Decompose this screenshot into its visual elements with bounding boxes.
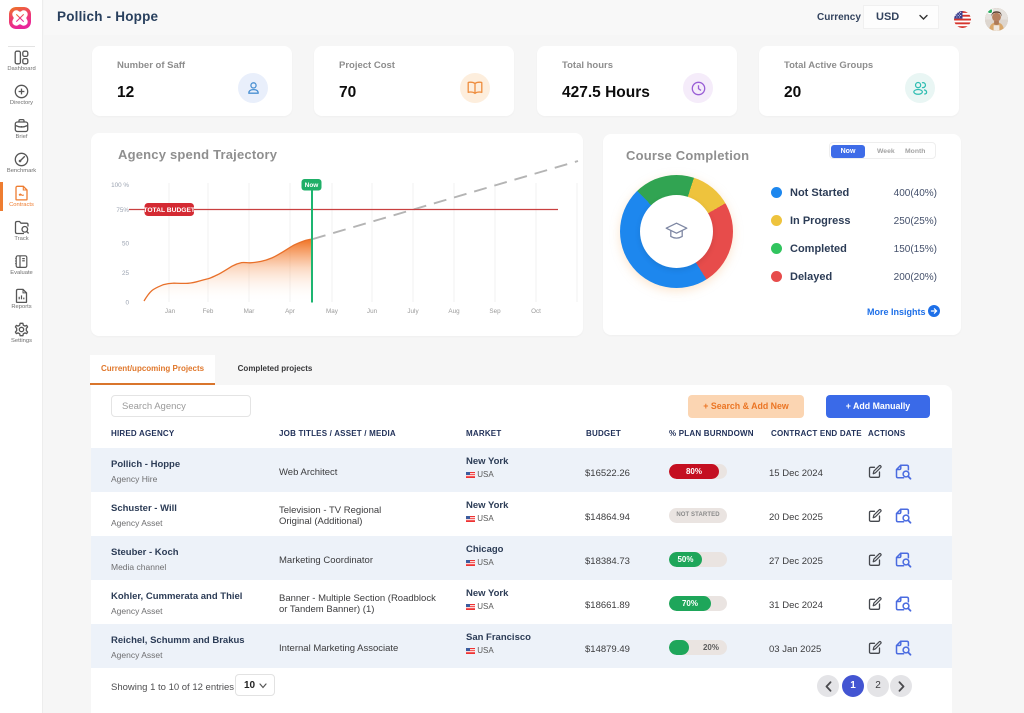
svg-text:Mar: Mar: [244, 308, 255, 315]
svg-text:50: 50: [122, 241, 130, 248]
svg-text:TOTAL BUDGET: TOTAL BUDGET: [143, 207, 196, 214]
svg-text:0: 0: [125, 300, 129, 307]
svg-text:25: 25: [122, 270, 130, 277]
svg-text:Now: Now: [305, 182, 320, 189]
svg-text:Aug: Aug: [448, 308, 460, 315]
svg-text:Jan: Jan: [165, 308, 176, 315]
svg-text:Feb: Feb: [203, 308, 214, 315]
svg-text:Sep: Sep: [489, 308, 501, 315]
svg-text:75%: 75%: [116, 207, 129, 214]
svg-text:May: May: [326, 308, 339, 315]
svg-text:Jun: Jun: [367, 308, 378, 315]
svg-text:July: July: [407, 308, 419, 315]
svg-text:100 %: 100 %: [111, 182, 129, 189]
svg-text:Oct: Oct: [531, 308, 541, 315]
svg-text:Apr: Apr: [285, 308, 295, 315]
